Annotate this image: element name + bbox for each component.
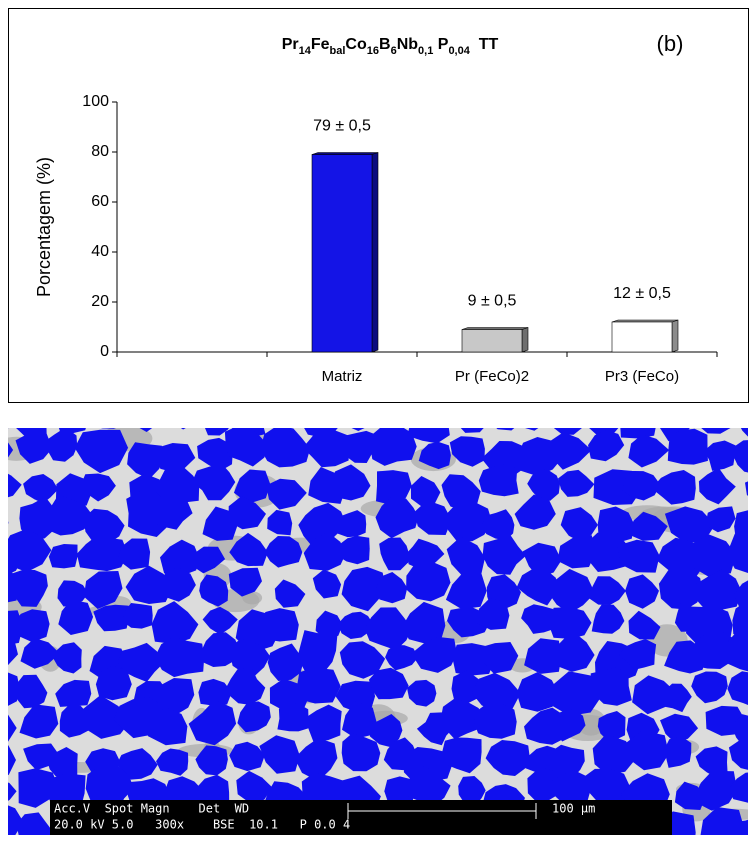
grain (375, 398, 411, 432)
bar (462, 330, 522, 353)
title-subscript: 0,04 (448, 45, 470, 57)
title-text: Co (345, 36, 367, 53)
title-text: P (433, 36, 448, 53)
y-tick-label: 20 (91, 293, 109, 310)
title-text: Pr (282, 36, 299, 53)
bar-side (522, 328, 528, 353)
y-tick-label: 100 (82, 93, 109, 110)
bar-side (672, 320, 678, 352)
title-text: B (379, 36, 391, 53)
y-tick-label: 80 (91, 143, 109, 160)
info-bar: Acc.V Spot Magn Det WD 20.0 kV 5.0 300x B… (50, 800, 672, 835)
title-subscript: bal (330, 45, 346, 57)
info-row: Acc.V Spot Magn Det WD (54, 802, 249, 816)
grain (297, 668, 341, 704)
value-label: 79 ± 0,5 (313, 118, 371, 135)
y-tick-label: 0 (100, 343, 109, 360)
title-subscript: 14 (299, 45, 312, 57)
info-row: 20.0 kV 5.0 300x BSE 10.1 P 0.0 4 (54, 818, 350, 832)
title-text: TT (470, 36, 499, 53)
grain (0, 506, 8, 541)
grain (49, 544, 78, 568)
x-tick-label: Matriz (322, 368, 363, 385)
value-label: 12 ± 0,5 (613, 285, 671, 302)
title-subscript: 0,1 (418, 45, 433, 57)
y-tick-label: 60 (91, 193, 109, 210)
grain (668, 429, 708, 465)
bar (312, 155, 372, 353)
grain (341, 403, 375, 431)
value-label: 9 ± 0,5 (468, 293, 517, 310)
x-tick-label: Pr (FeCo)2 (455, 368, 529, 385)
micrograph-field: Acc.V Spot Magn Det WD 20.0 kV 5.0 300x B… (0, 391, 755, 842)
grain (620, 404, 657, 438)
title-text: Fe (311, 36, 330, 53)
bar-side (372, 153, 378, 353)
y-tick-label: 40 (91, 243, 109, 260)
title-subscript: 16 (367, 45, 379, 57)
grain (0, 406, 14, 431)
grain (169, 401, 201, 430)
title-text: Nb (397, 36, 419, 53)
annotation: (b) (657, 31, 684, 56)
y-axis-label: Porcentagem (%) (34, 157, 54, 297)
x-tick-label: Pr3 (FeCo) (605, 368, 679, 385)
micrograph: Acc.V Spot Magn Det WD 20.0 kV 5.0 300x B… (0, 391, 755, 842)
grain (407, 400, 449, 444)
grain (554, 405, 583, 435)
scale-label: 100 µm (552, 802, 595, 816)
bar (612, 322, 672, 352)
